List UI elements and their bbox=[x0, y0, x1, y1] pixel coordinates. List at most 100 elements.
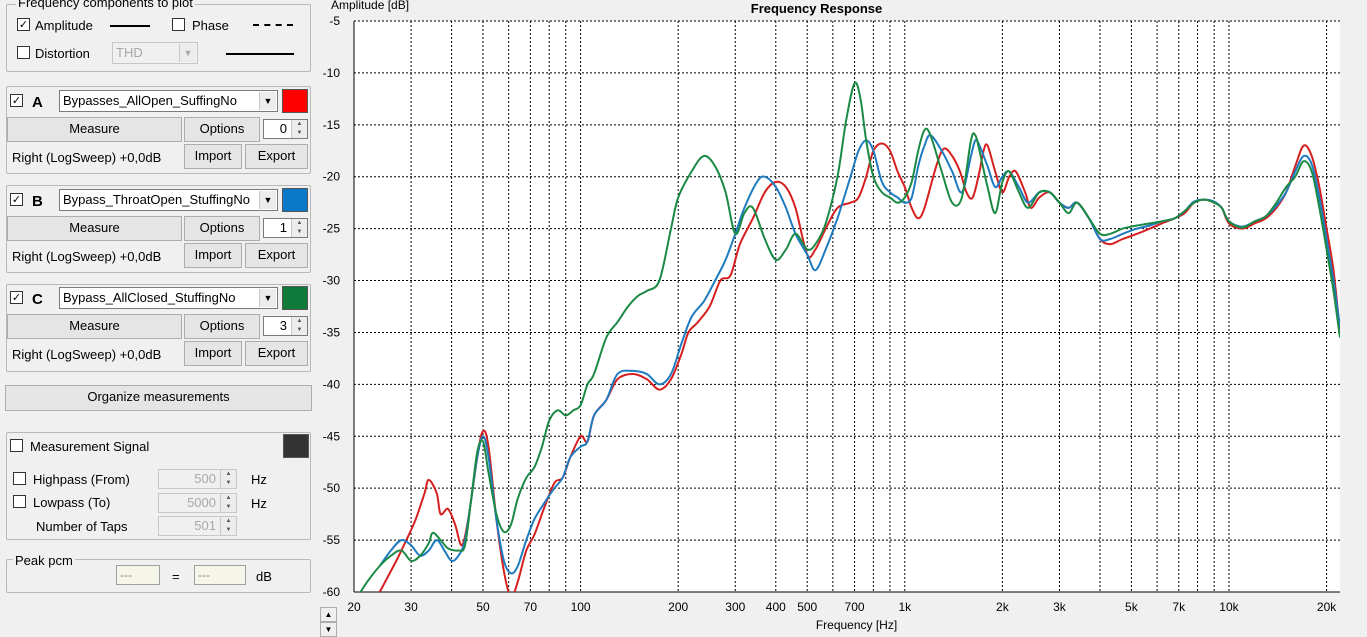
taps-spinner[interactable]: 501 ▲ ▼ bbox=[158, 516, 237, 536]
measurement-a-import-button[interactable]: Import bbox=[184, 144, 242, 169]
x-tick-label: 300 bbox=[725, 600, 745, 614]
x-tick-label: 3k bbox=[1053, 600, 1067, 614]
organize-measurements-button[interactable]: Organize measurements bbox=[5, 385, 312, 411]
peak-group bbox=[6, 559, 311, 593]
spinner-arrows-icon[interactable]: ▲ ▼ bbox=[220, 470, 236, 488]
distortion-select[interactable]: THD ▼ bbox=[112, 42, 198, 64]
lowpass-spinner[interactable]: 5000 ▲ ▼ bbox=[158, 493, 237, 513]
distortion-line-sample bbox=[226, 53, 294, 55]
distortion-checkbox[interactable] bbox=[17, 46, 30, 59]
x-tick-label: 200 bbox=[668, 600, 688, 614]
measurement-c-color-swatch[interactable] bbox=[282, 286, 308, 310]
frequency-response-chart[interactable]: -5 -10 -15 -20 -25 -30 -35 -40 -45 -50 -55 -60 20 30 5… bbox=[318, 0, 1367, 637]
highpass-spinner[interactable]: 500 ▲ ▼ bbox=[158, 469, 237, 489]
measurement-c-measure-button[interactable]: Measure bbox=[7, 314, 182, 339]
measurement-a-group bbox=[6, 86, 311, 174]
measurement-a-options-button[interactable]: Options bbox=[184, 117, 260, 142]
peak-input-1[interactable]: --- bbox=[116, 565, 160, 585]
series-line-3 bbox=[359, 81, 1340, 592]
x-tick-label: 20 bbox=[347, 600, 361, 614]
y-tick-label: -25 bbox=[323, 222, 341, 236]
x-tick-label: 7k bbox=[1172, 600, 1186, 614]
peak-title: Peak pcm bbox=[13, 553, 75, 568]
measurement-a-measure-button[interactable]: Measure bbox=[7, 117, 182, 142]
y-axis-title: Amplitude [dB] bbox=[331, 0, 410, 12]
x-axis-title: Frequency [Hz] bbox=[815, 618, 898, 632]
chevron-down-icon: ▼ bbox=[259, 289, 276, 307]
measurement-b-letter: B bbox=[32, 193, 43, 210]
y-tick-label: -60 bbox=[323, 585, 341, 599]
measurement-signal-group bbox=[6, 432, 311, 540]
scroll-up-button[interactable]: ▲ bbox=[320, 607, 337, 622]
measurement-c-select[interactable]: Bypass_AllClosed_StuffingNo ▼ bbox=[59, 287, 278, 309]
measurement-c-spinner[interactable]: 3 ▲ ▼ bbox=[263, 316, 308, 336]
y-tick-label: -30 bbox=[323, 274, 341, 288]
freq-components-title: Frequency components to plot bbox=[16, 0, 195, 10]
chevron-down-icon: ▼ bbox=[179, 44, 196, 62]
amplitude-label: Amplitude bbox=[35, 18, 93, 33]
y-tick-label: -20 bbox=[323, 170, 341, 184]
measurement-a-spinner[interactable]: 0 ▲ ▼ bbox=[263, 119, 308, 139]
measurement-a-export-button[interactable]: Export bbox=[245, 144, 308, 169]
x-tick-label: 30 bbox=[404, 600, 418, 614]
measurement-signal-color-swatch[interactable] bbox=[283, 434, 309, 458]
measurement-a-select[interactable]: Bypasses_AllOpen_SuffingNo ▼ bbox=[59, 90, 278, 112]
amplitude-checkbox[interactable] bbox=[17, 18, 30, 31]
peak-equals: = bbox=[172, 569, 180, 584]
phase-label: Phase bbox=[192, 18, 229, 33]
x-tick-label: 400 bbox=[766, 600, 786, 614]
phase-line-sample bbox=[253, 24, 293, 26]
measurement-a-color-swatch[interactable] bbox=[282, 89, 308, 113]
measurement-signal-label: Measurement Signal bbox=[30, 439, 150, 454]
spinner-arrows-icon[interactable]: ▲ ▼ bbox=[291, 317, 307, 335]
measurement-c-letter: C bbox=[32, 291, 43, 308]
measurement-b-name: Bypass_ThroatOpen_StuffingNo bbox=[63, 192, 250, 207]
measurement-a-checkbox[interactable] bbox=[10, 94, 23, 107]
measurement-b-export-button[interactable]: Export bbox=[245, 243, 308, 268]
measurement-b-measure-button[interactable]: Measure bbox=[7, 216, 182, 241]
measurement-signal-checkbox[interactable] bbox=[10, 439, 23, 452]
measurement-c-checkbox[interactable] bbox=[10, 291, 23, 304]
y-tick-label: -15 bbox=[323, 118, 341, 132]
distortion-label: Distortion bbox=[35, 46, 90, 61]
x-tick-label: 20k bbox=[1317, 600, 1337, 614]
measurement-b-select[interactable]: Bypass_ThroatOpen_StuffingNo ▼ bbox=[59, 189, 278, 211]
scroll-down-button[interactable]: ▼ bbox=[320, 622, 337, 637]
measurement-c-import-button[interactable]: Import bbox=[184, 341, 242, 366]
chevron-down-icon: ▼ bbox=[259, 191, 276, 209]
x-tick-label: 10k bbox=[1219, 600, 1239, 614]
measurement-b-spinner[interactable]: 1 ▲ ▼ bbox=[263, 218, 308, 238]
left-panel: Frequency components to plot Amplitude P… bbox=[0, 0, 318, 637]
highpass-checkbox[interactable] bbox=[13, 472, 26, 485]
measurement-a-channel-info: Right (LogSweep) +0,0dB bbox=[12, 150, 162, 165]
x-tick-label: 700 bbox=[845, 600, 865, 614]
spinner-arrows-icon[interactable]: ▲ ▼ bbox=[220, 517, 236, 535]
y-tick-label: -10 bbox=[323, 66, 341, 80]
chart-title: Frequency Response bbox=[750, 1, 883, 16]
y-tick-label: -40 bbox=[323, 377, 341, 391]
spinner-arrows-icon[interactable]: ▲ ▼ bbox=[291, 219, 307, 237]
spinner-arrows-icon[interactable]: ▲ ▼ bbox=[220, 494, 236, 512]
amplitude-line-sample bbox=[110, 25, 150, 27]
measurement-a-spin-value: 0 bbox=[279, 121, 287, 136]
measurement-b-import-button[interactable]: Import bbox=[184, 243, 242, 268]
measurement-b-checkbox[interactable] bbox=[10, 193, 23, 206]
phase-checkbox[interactable] bbox=[172, 18, 185, 31]
measurement-c-group bbox=[6, 284, 311, 372]
lowpass-label: Lowpass (To) bbox=[33, 495, 111, 510]
measurement-b-options-button[interactable]: Options bbox=[184, 216, 260, 241]
measurement-c-export-button[interactable]: Export bbox=[245, 341, 308, 366]
y-tick-label: -35 bbox=[323, 325, 341, 339]
lowpass-value: 5000 bbox=[187, 495, 216, 510]
taps-value: 501 bbox=[194, 518, 216, 533]
x-tick-label: 500 bbox=[797, 600, 817, 614]
peak-input-2[interactable]: --- bbox=[194, 565, 246, 585]
lowpass-checkbox[interactable] bbox=[13, 495, 26, 508]
plot-background bbox=[354, 21, 1340, 592]
lowpass-unit: Hz bbox=[251, 496, 267, 511]
spinner-arrows-icon[interactable]: ▲ ▼ bbox=[291, 120, 307, 138]
measurement-c-channel-info: Right (LogSweep) +0,0dB bbox=[12, 347, 162, 362]
measurement-c-options-button[interactable]: Options bbox=[184, 314, 260, 339]
measurement-b-color-swatch[interactable] bbox=[282, 188, 308, 212]
x-tick-label: 1k bbox=[898, 600, 912, 614]
